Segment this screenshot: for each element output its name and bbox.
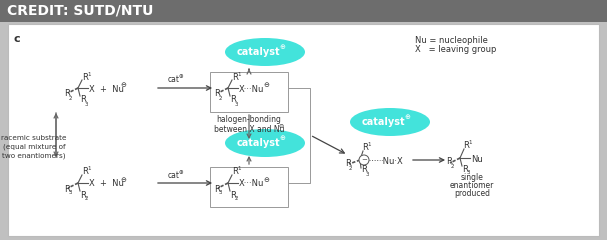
Text: catalyst: catalyst <box>236 138 280 148</box>
Circle shape <box>359 155 369 165</box>
Text: 2: 2 <box>69 96 72 101</box>
Text: 1: 1 <box>87 167 90 172</box>
Text: ⊕: ⊕ <box>279 44 285 50</box>
Text: R: R <box>214 185 220 193</box>
Text: +  Nu: + Nu <box>100 84 124 94</box>
Text: R: R <box>230 191 236 199</box>
Text: R: R <box>64 185 70 193</box>
Text: halogen-bonding: halogen-bonding <box>217 115 282 125</box>
Bar <box>0 0 607 22</box>
Text: CREDIT: SUTD/NTU: CREDIT: SUTD/NTU <box>7 4 154 18</box>
Text: R: R <box>230 96 236 104</box>
Text: R: R <box>82 72 88 82</box>
Ellipse shape <box>225 38 305 66</box>
Text: 3: 3 <box>366 172 370 176</box>
Text: 3: 3 <box>219 191 223 196</box>
Text: catalyst: catalyst <box>361 117 405 127</box>
Text: cat: cat <box>168 170 180 180</box>
Text: 1: 1 <box>87 72 90 77</box>
Bar <box>8 24 599 236</box>
Text: R: R <box>463 142 469 150</box>
Text: 2: 2 <box>451 163 455 168</box>
Text: ⊖: ⊖ <box>263 177 269 183</box>
Text: R: R <box>345 158 351 168</box>
Text: R: R <box>362 144 368 152</box>
Text: R: R <box>64 90 70 98</box>
Text: cat: cat <box>168 76 180 84</box>
Text: catalyst: catalyst <box>236 47 280 57</box>
Text: 3: 3 <box>235 102 239 107</box>
Text: R: R <box>446 157 452 167</box>
Text: single: single <box>461 174 483 182</box>
Text: racemic substrate: racemic substrate <box>1 135 67 141</box>
Text: c: c <box>14 34 21 44</box>
Text: ⊕: ⊕ <box>178 169 183 174</box>
Text: ⊖: ⊖ <box>120 82 126 88</box>
Text: R: R <box>214 90 220 98</box>
Bar <box>210 72 288 112</box>
Text: 1: 1 <box>237 167 240 172</box>
Text: R: R <box>361 166 367 174</box>
Text: (equal mixture of: (equal mixture of <box>3 144 65 150</box>
Text: 3: 3 <box>85 102 89 107</box>
Text: X: X <box>89 180 95 188</box>
Text: 2: 2 <box>85 197 89 202</box>
Text: X···Nu: X···Nu <box>239 84 265 94</box>
Text: 3: 3 <box>467 170 470 175</box>
Text: R: R <box>462 166 468 174</box>
Text: 2: 2 <box>235 197 239 202</box>
Ellipse shape <box>350 108 430 136</box>
Text: R: R <box>80 191 86 199</box>
Text: Nu = nucleophile: Nu = nucleophile <box>415 36 488 45</box>
Text: R: R <box>232 72 238 82</box>
Text: between X and Nu: between X and Nu <box>214 125 284 133</box>
Text: ⊖: ⊖ <box>279 125 283 130</box>
Text: 2: 2 <box>219 96 223 101</box>
Text: R: R <box>80 96 86 104</box>
Text: 3: 3 <box>69 191 72 196</box>
Text: X: X <box>89 84 95 94</box>
Text: ⊕: ⊕ <box>178 74 183 79</box>
Text: ⊕: ⊕ <box>279 135 285 141</box>
Text: two enantiomers): two enantiomers) <box>2 153 66 159</box>
Text: ·Nu·X: ·Nu·X <box>380 156 403 166</box>
Text: 1: 1 <box>367 143 370 148</box>
Text: 1: 1 <box>468 140 472 145</box>
Text: R: R <box>82 168 88 176</box>
Text: enantiomer: enantiomer <box>450 181 494 191</box>
Text: X···Nu: X···Nu <box>239 180 265 188</box>
Text: R: R <box>232 168 238 176</box>
Text: ⊕: ⊕ <box>404 114 410 120</box>
Ellipse shape <box>225 129 305 157</box>
Text: ⊖: ⊖ <box>263 82 269 88</box>
Text: 2: 2 <box>349 166 353 170</box>
Bar <box>210 167 288 207</box>
Text: 1: 1 <box>237 72 240 77</box>
Text: Nu: Nu <box>471 155 483 163</box>
Text: +  Nu: + Nu <box>100 180 124 188</box>
Text: X   = leaving group: X = leaving group <box>415 45 497 54</box>
Text: ⊖: ⊖ <box>120 177 126 183</box>
Text: produced: produced <box>454 190 490 198</box>
Text: −: − <box>361 157 367 163</box>
